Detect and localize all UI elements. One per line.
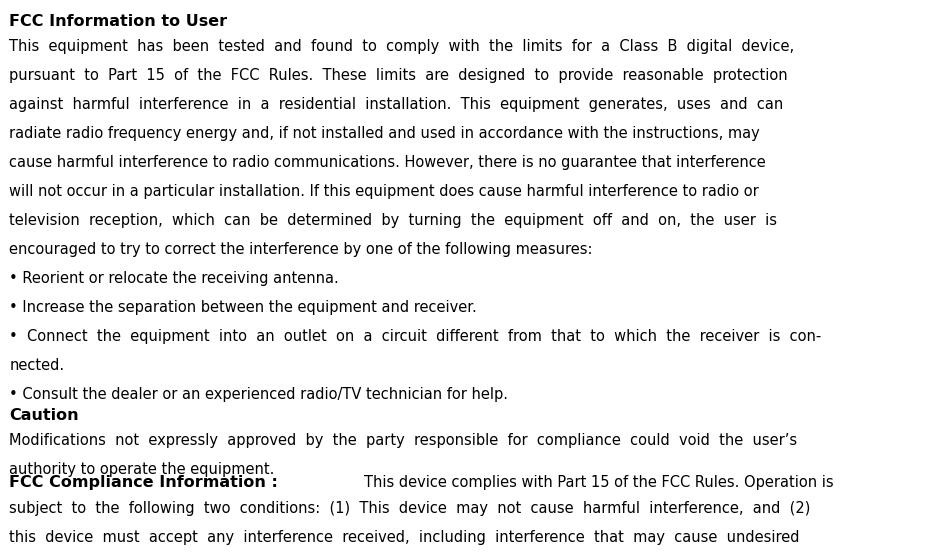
Text: This  equipment  has  been  tested  and  found  to  comply  with  the  limits  f: This equipment has been tested and found… bbox=[9, 39, 794, 54]
Text: against  harmful  interference  in  a  residential  installation.  This  equipme: against harmful interference in a reside… bbox=[9, 97, 784, 112]
Text: encouraged to try to correct the interference by one of the following measures:: encouraged to try to correct the interfe… bbox=[9, 242, 593, 257]
Text: television  reception,  which  can  be  determined  by  turning  the  equipment : television reception, which can be deter… bbox=[9, 213, 777, 228]
Text: FCC Compliance Information :: FCC Compliance Information : bbox=[9, 475, 284, 490]
Text: this  device  must  accept  any  interference  received,  including  interferenc: this device must accept any interference… bbox=[9, 530, 800, 545]
Text: •  Connect  the  equipment  into  an  outlet  on  a  circuit  different  from  t: • Connect the equipment into an outlet o… bbox=[9, 329, 822, 344]
Text: will not occur in a particular installation. If this equipment does cause harmfu: will not occur in a particular installat… bbox=[9, 184, 760, 199]
Text: • Consult the dealer or an experienced radio/TV technician for help.: • Consult the dealer or an experienced r… bbox=[9, 387, 509, 402]
Text: pursuant  to  Part  15  of  the  FCC  Rules.  These  limits  are  designed  to  : pursuant to Part 15 of the FCC Rules. Th… bbox=[9, 68, 788, 83]
Text: Modifications  not  expressly  approved  by  the  party  responsible  for  compl: Modifications not expressly approved by … bbox=[9, 433, 797, 448]
Text: authority to operate the equipment.: authority to operate the equipment. bbox=[9, 462, 274, 477]
Text: radiate radio frequency energy and, if not installed and used in accordance with: radiate radio frequency energy and, if n… bbox=[9, 126, 760, 141]
Text: subject  to  the  following  two  conditions:  (1)  This  device  may  not  caus: subject to the following two conditions:… bbox=[9, 501, 811, 516]
Text: cause harmful interference to radio communications. However, there is no guarant: cause harmful interference to radio comm… bbox=[9, 155, 766, 170]
Text: This device complies with Part 15 of the FCC Rules. Operation is: This device complies with Part 15 of the… bbox=[364, 475, 833, 490]
Text: nected.: nected. bbox=[9, 358, 65, 373]
Text: • Increase the separation between the equipment and receiver.: • Increase the separation between the eq… bbox=[9, 300, 478, 315]
Text: FCC Information to User: FCC Information to User bbox=[9, 14, 227, 29]
Text: Caution: Caution bbox=[9, 408, 79, 423]
Text: • Reorient or relocate the receiving antenna.: • Reorient or relocate the receiving ant… bbox=[9, 271, 339, 286]
